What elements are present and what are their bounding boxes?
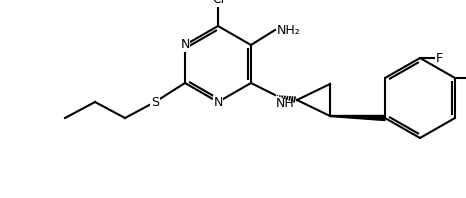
Text: N: N <box>180 38 190 51</box>
Polygon shape <box>330 115 385 121</box>
Text: N: N <box>213 95 223 109</box>
Text: NH₂: NH₂ <box>277 24 301 36</box>
Text: Cl: Cl <box>212 0 224 6</box>
Text: S: S <box>151 95 159 109</box>
Text: NH: NH <box>276 97 295 110</box>
Text: F: F <box>436 51 443 65</box>
